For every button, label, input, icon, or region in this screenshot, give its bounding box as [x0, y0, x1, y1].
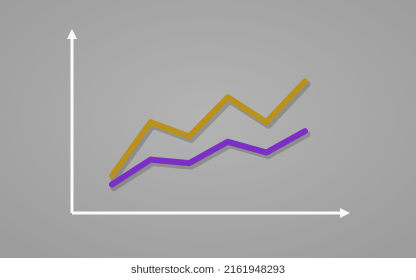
- line-shadow: [110, 130, 311, 192]
- x-axis-arrow: [340, 208, 350, 218]
- watermark-strip: [0, 258, 416, 280]
- data-line: [109, 78, 308, 179]
- y-axis-arrow: [67, 29, 77, 39]
- data-line: [109, 128, 308, 188]
- line-shadow: [110, 80, 311, 183]
- background: [0, 0, 416, 258]
- watermark: shutterstock.com · 2161948293: [131, 264, 285, 276]
